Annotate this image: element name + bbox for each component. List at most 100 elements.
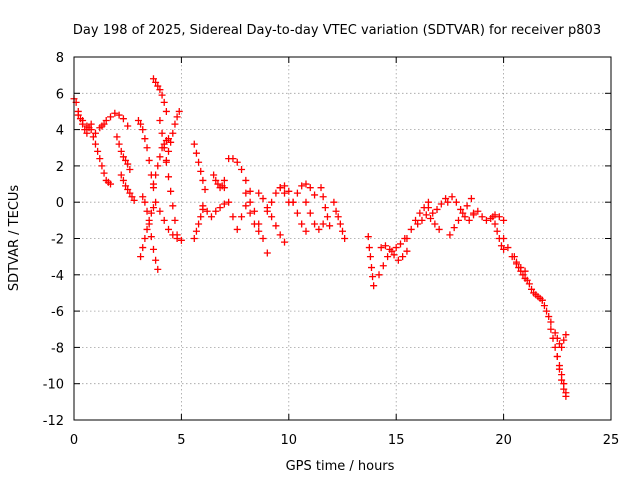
- data-point: [412, 216, 420, 224]
- data-point: [160, 98, 168, 106]
- data-point: [562, 389, 570, 397]
- data-point: [452, 198, 460, 206]
- data-point: [319, 220, 327, 228]
- data-point: [272, 189, 280, 197]
- y-axis-label: SDTVAR / TECUs: [7, 185, 22, 292]
- data-point: [302, 180, 310, 188]
- data-point: [381, 242, 389, 250]
- data-point: [154, 162, 162, 170]
- data-point: [169, 202, 177, 210]
- data-point: [117, 171, 125, 179]
- data-point: [366, 253, 374, 261]
- data-point: [162, 107, 170, 115]
- data-point: [562, 331, 570, 339]
- data-point: [165, 147, 173, 155]
- data-point: [83, 129, 91, 137]
- data-point: [169, 129, 177, 137]
- data-point: [399, 253, 407, 261]
- data-point: [298, 220, 306, 228]
- data-point: [285, 187, 293, 195]
- data-point: [547, 318, 555, 326]
- data-point: [102, 117, 110, 125]
- data-point: [98, 162, 106, 170]
- data-point: [126, 166, 134, 174]
- data-point: [152, 256, 160, 264]
- data-point: [336, 220, 344, 228]
- y-tick-label: -10: [43, 378, 64, 393]
- data-point: [259, 235, 267, 242]
- data-point: [201, 185, 209, 193]
- data-point: [364, 233, 372, 241]
- series-arc-15: [190, 140, 209, 193]
- data-point: [465, 216, 473, 224]
- data-point: [212, 207, 220, 215]
- data-point: [156, 207, 164, 215]
- data-point: [139, 126, 147, 134]
- data-point: [446, 231, 454, 239]
- series-arc-42: [538, 296, 555, 326]
- data-point: [89, 133, 97, 141]
- data-point: [470, 209, 478, 217]
- data-point: [463, 202, 471, 210]
- data-point: [457, 205, 465, 213]
- data-point: [192, 149, 200, 157]
- data-point: [517, 267, 525, 275]
- data-point: [165, 173, 173, 181]
- series-arc-10: [149, 75, 170, 115]
- series-arc-40: [510, 253, 533, 288]
- series-arc-16: [190, 205, 207, 242]
- data-point: [560, 380, 568, 388]
- y-tick-label: -4: [51, 269, 64, 284]
- data-point: [437, 200, 445, 208]
- data-point: [414, 220, 422, 228]
- data-point: [246, 209, 254, 217]
- data-point: [229, 155, 237, 163]
- data-point: [422, 211, 430, 219]
- series-arc-09: [139, 193, 162, 273]
- data-point: [111, 109, 119, 117]
- series-arc-13: [156, 207, 185, 244]
- data-point: [538, 296, 546, 304]
- data-point: [558, 343, 566, 351]
- data-point: [540, 302, 548, 310]
- data-point: [149, 245, 157, 253]
- series-arc-25: [289, 180, 319, 206]
- data-point: [281, 238, 289, 246]
- data-point: [512, 258, 520, 266]
- data-point: [306, 184, 314, 192]
- data-point: [403, 235, 411, 242]
- x-tick-label: 25: [603, 433, 620, 448]
- data-point: [311, 191, 319, 199]
- data-point: [220, 176, 228, 184]
- data-point: [431, 220, 439, 228]
- data-point: [321, 204, 329, 212]
- data-point: [156, 86, 164, 94]
- y-tick-label: 4: [56, 124, 64, 139]
- series-arc-24: [276, 182, 310, 235]
- data-point: [403, 247, 411, 255]
- series-arc-19: [225, 155, 254, 195]
- data-point: [424, 204, 432, 212]
- data-point: [233, 225, 241, 233]
- data-point: [122, 156, 130, 164]
- axis-ticks: 0 5 10 15 20 25 -12 -10 -8 -6 -4 -2 0 2 4 6 8: [43, 51, 620, 448]
- data-point: [96, 155, 104, 163]
- series-arc-45: [553, 352, 570, 397]
- data-point: [495, 213, 503, 221]
- data-point: [302, 198, 310, 206]
- data-point: [162, 156, 170, 164]
- series-arc-05: [113, 133, 134, 174]
- x-tick-label: 15: [388, 433, 405, 448]
- data-point: [255, 220, 263, 228]
- data-point: [124, 122, 132, 130]
- data-point: [100, 169, 108, 177]
- data-point: [555, 362, 563, 370]
- data-point: [147, 209, 155, 217]
- data-point: [510, 253, 518, 261]
- data-point: [197, 213, 205, 221]
- data-point: [493, 227, 501, 235]
- series-arc-22: [255, 189, 289, 246]
- data-point: [139, 193, 147, 201]
- data-point: [141, 235, 149, 242]
- data-point: [119, 115, 127, 123]
